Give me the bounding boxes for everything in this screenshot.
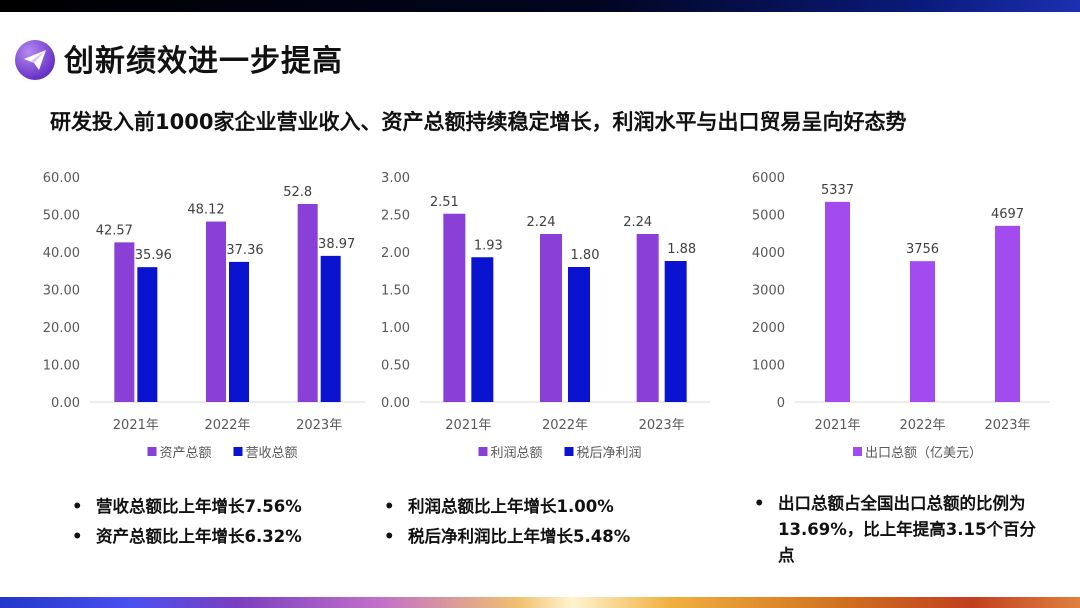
bar-series2 xyxy=(568,267,590,402)
bar-series1 xyxy=(910,261,935,402)
legend-swatch xyxy=(564,447,574,456)
legend-label: 营收总额 xyxy=(246,446,298,461)
bullet-item: 税后净利润比上年增长5.48% xyxy=(382,522,630,552)
y-tick-label: 3000 xyxy=(752,284,785,299)
legend-label: 资产总额 xyxy=(160,446,212,461)
bar-series2 xyxy=(137,267,158,402)
data-label: 5337 xyxy=(821,183,854,198)
x-tick-label: 2023年 xyxy=(296,418,342,433)
y-tick-label: 1000 xyxy=(752,359,785,374)
y-tick-label: 3.00 xyxy=(381,171,410,186)
bullet-item: 营收总额比上年增长7.56% xyxy=(70,492,302,522)
x-tick-label: 2022年 xyxy=(542,418,588,433)
y-tick-label: 2.50 xyxy=(381,209,410,224)
data-label: 48.12 xyxy=(187,203,224,218)
data-label: 2.24 xyxy=(623,215,652,230)
y-tick-label: 0.50 xyxy=(381,359,410,374)
data-label: 52.8 xyxy=(283,185,312,200)
y-tick-label: 1.00 xyxy=(381,321,410,336)
bar-series1 xyxy=(114,242,135,402)
y-tick-label: 20.00 xyxy=(43,321,80,336)
legend-label: 出口总额（亿美元） xyxy=(865,446,982,461)
data-label: 1.93 xyxy=(474,238,503,253)
x-tick-label: 2022年 xyxy=(899,418,945,433)
legend-label: 税后净利润 xyxy=(577,446,642,461)
y-tick-label: 4000 xyxy=(752,246,785,261)
paper-plane-icon xyxy=(15,40,55,80)
y-tick-label: 60.00 xyxy=(43,171,80,186)
chart-assets-revenue: 0.00 10.00 20.00 30.00 40.00 50.00 60.00 2021年 4… xyxy=(43,171,365,461)
y-tick-label: 50.00 xyxy=(43,209,80,224)
bottom-decor-bar xyxy=(0,597,1080,608)
bullet-item: 资产总额比上年增长6.32% xyxy=(70,522,302,552)
y-tick-label: 0.00 xyxy=(381,396,410,411)
top-decor-bar xyxy=(0,0,1080,12)
bar-series2 xyxy=(320,255,341,402)
y-tick-label: 0 xyxy=(777,396,785,411)
y-tick-label: 2.00 xyxy=(381,246,410,261)
data-label: 37.36 xyxy=(226,243,263,258)
legend-swatch xyxy=(147,447,157,456)
legend-label: 利润总额 xyxy=(491,446,543,461)
y-tick-label: 0.00 xyxy=(51,396,80,411)
page-title: 创新绩效进一步提高 xyxy=(64,44,343,79)
bar-series2 xyxy=(229,261,249,402)
bar-series1 xyxy=(297,204,318,402)
x-tick-label: 2021年 xyxy=(113,418,159,433)
y-tick-label: 6000 xyxy=(752,171,785,186)
page-subtitle: 研发投入前1000家企业营业收入、资产总额持续稳定增长，利润水平与出口贸易呈向好… xyxy=(50,110,907,134)
bullets-revenue: 营收总额比上年增长7.56% 资产总额比上年增长6.32% xyxy=(70,492,302,552)
data-label: 35.96 xyxy=(135,248,172,263)
bar-series1 xyxy=(636,234,659,402)
legend-swatch xyxy=(478,447,488,456)
data-label: 1.88 xyxy=(667,242,696,257)
bar-series1 xyxy=(825,201,850,402)
x-tick-label: 2021年 xyxy=(445,418,491,433)
x-tick-label: 2023年 xyxy=(639,418,685,433)
data-label: 1.80 xyxy=(571,248,600,263)
data-label: 2.24 xyxy=(527,215,556,230)
x-tick-label: 2021年 xyxy=(814,418,860,433)
y-tick-label: 40.00 xyxy=(43,246,80,261)
bullet-item: 利润总额比上年增长1.00% xyxy=(382,492,630,522)
data-label: 3756 xyxy=(906,242,939,257)
legend-swatch xyxy=(233,447,243,456)
y-tick-label: 30.00 xyxy=(43,284,80,299)
data-label: 42.57 xyxy=(96,223,133,238)
bar-series2 xyxy=(664,261,687,402)
x-tick-label: 2023年 xyxy=(984,418,1030,433)
bullets-profit: 利润总额比上年增长1.00% 税后净利润比上年增长5.48% xyxy=(382,492,630,552)
y-tick-label: 5000 xyxy=(752,209,785,224)
bar-series1 xyxy=(206,221,226,402)
bullets-export: 出口总额占全国出口总额的比例为13.69%，比上年提高3.15个百分点 xyxy=(752,491,1048,569)
bar-series1 xyxy=(443,213,466,402)
y-tick-label: 10.00 xyxy=(43,359,80,374)
bullet-item: 出口总额占全国出口总额的比例为13.69%，比上年提高3.15个百分点 xyxy=(752,491,1048,569)
chart-export: 0 1000 2000 3000 4000 5000 6000 2021年 5337 2022年 3… xyxy=(752,171,1050,461)
y-tick-label: 1.50 xyxy=(381,284,410,299)
data-label: 38.97 xyxy=(318,237,355,252)
bar-series1 xyxy=(995,225,1020,402)
bar-series1 xyxy=(540,234,562,402)
x-tick-label: 2022年 xyxy=(204,418,250,433)
chart-profit: 0.00 0.50 1.00 1.50 2.00 2.50 3.00 2021年 2.51 1.9… xyxy=(381,171,710,461)
bar-series2 xyxy=(471,257,494,402)
legend-swatch xyxy=(853,447,862,456)
data-label: 2.51 xyxy=(430,195,459,210)
y-tick-label: 2000 xyxy=(752,321,785,336)
data-label: 4697 xyxy=(991,207,1024,222)
